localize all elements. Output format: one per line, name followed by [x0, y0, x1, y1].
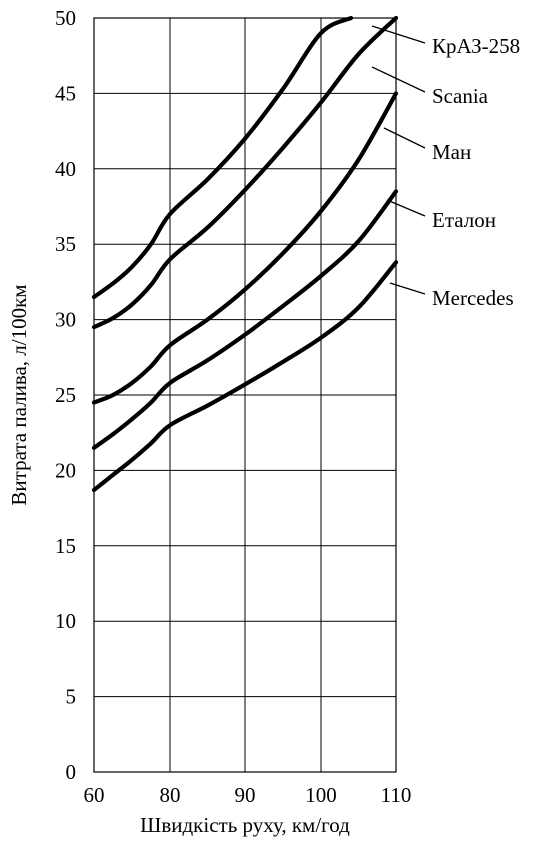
y-tick-label: 35	[55, 232, 76, 256]
series-label-kraz-258: КрАЗ-258	[432, 34, 520, 58]
y-tick-label: 15	[55, 534, 76, 558]
series-line-man	[91, 91, 399, 405]
y-tick-label: 5	[66, 685, 77, 709]
leader-line-man	[383, 127, 426, 149]
series-label-man: Ман	[432, 140, 471, 164]
leader-line-mercedes	[389, 282, 426, 295]
y-tick-label: 0	[66, 760, 77, 784]
label-leaders	[371, 25, 426, 295]
grid	[93, 17, 397, 773]
leader-line-kraz-258	[371, 25, 426, 44]
x-tick-label: 80	[160, 783, 181, 807]
leader-line-etalon	[386, 199, 426, 217]
series-line-kraz-258	[91, 15, 354, 300]
y-axis-label: Витрата палива, л/100км	[7, 284, 31, 505]
x-tick-label: 100	[305, 783, 337, 807]
x-axis-label: Швидкість руху, км/год	[140, 813, 350, 837]
x-tick-label: 60	[84, 783, 105, 807]
x-tick-label: 90	[235, 783, 256, 807]
series-line-scania	[91, 15, 399, 330]
y-tick-label: 45	[55, 81, 76, 105]
x-tick-labels: 60 80 90 100 110	[84, 783, 412, 807]
series-lines	[91, 15, 399, 493]
y-tick-label: 10	[55, 609, 76, 633]
leader-line-scania	[371, 66, 426, 93]
y-tick-label: 40	[55, 157, 76, 181]
y-tick-label: 30	[55, 308, 76, 332]
series-line-etalon	[91, 189, 399, 450]
y-tick-label: 50	[55, 6, 76, 30]
x-tick-label: 110	[381, 783, 412, 807]
y-tick-label: 25	[55, 383, 76, 407]
series-label-mercedes: Mercedes	[432, 286, 514, 310]
series-label-etalon: Еталон	[432, 208, 496, 232]
series-label-scania: Scania	[432, 84, 489, 108]
series-labels: КрАЗ-258 Scania Ман Еталон Mercedes	[432, 34, 520, 310]
y-tick-labels: 0 5 10 15 20 25 30 35 40 45 50	[55, 6, 76, 784]
series-line-mercedes	[91, 260, 399, 493]
y-tick-label: 20	[55, 458, 76, 482]
plot-frame	[93, 17, 397, 773]
